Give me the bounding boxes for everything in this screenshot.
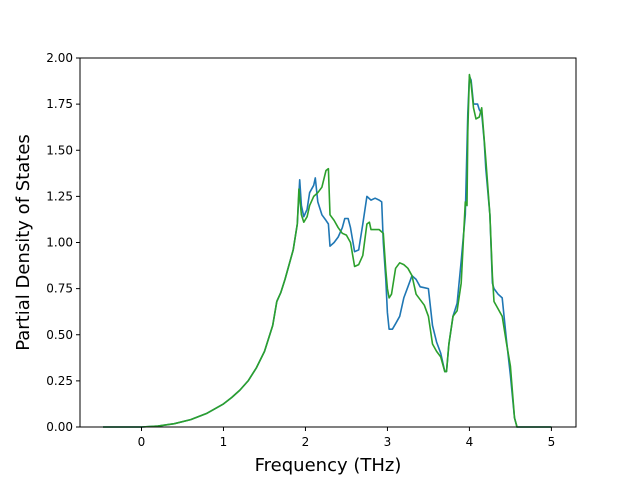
series-line-2: [103, 73, 552, 428]
x-axis-label: Frequency (THz): [255, 455, 402, 476]
x-tick-label: 2: [302, 435, 310, 449]
x-tick-label: 5: [548, 435, 556, 449]
y-tick-label: 0.25: [46, 374, 73, 388]
y-tick-label: 1.25: [46, 189, 73, 203]
y-tick-label: 0.00: [46, 420, 73, 434]
x-tick-label: 0: [138, 435, 146, 449]
y-axis: 0.00 0.25 0.50 0.75 1.00 1.25 1.50 1.75 2.00: [46, 51, 80, 434]
x-tick-label: 3: [384, 435, 392, 449]
y-axis-label: Partial Density of States: [13, 134, 34, 351]
y-tick-label: 0.75: [46, 282, 73, 296]
x-tick-label: 1: [220, 435, 228, 449]
y-tick-label: 1.50: [46, 143, 73, 157]
x-axis: 0 1 2 3 4 5: [138, 427, 556, 449]
x-tick-label: 4: [466, 435, 474, 449]
y-tick-label: 1.75: [46, 97, 73, 111]
y-tick-label: 1.00: [46, 236, 73, 250]
y-tick-label: 2.00: [46, 51, 73, 65]
y-tick-label: 0.50: [46, 328, 73, 342]
series-layer: [103, 73, 552, 428]
